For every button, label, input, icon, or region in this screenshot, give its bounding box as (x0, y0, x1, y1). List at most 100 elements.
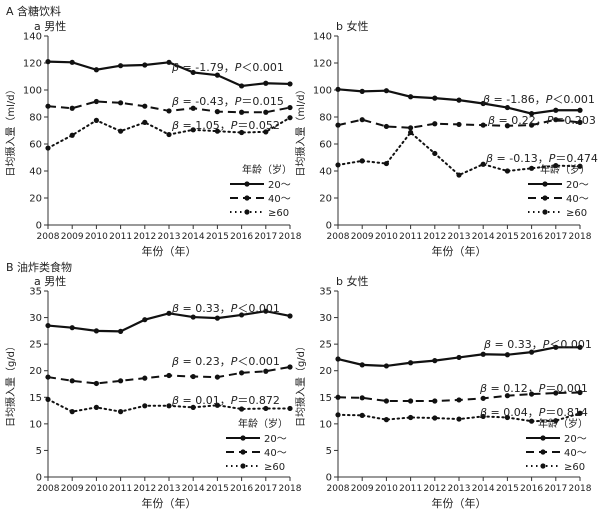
panel-b-b-annotation: β = 0.04，P＝0.814 (479, 406, 588, 419)
panel-a-a-legend-marker (244, 209, 250, 215)
panel-b-a-legend-label: ≥60 (264, 462, 285, 473)
panel-b-b-xtick-label: 2016 (520, 484, 543, 494)
panel-b-a-data-point (45, 322, 51, 329)
panel-a-a-legend-label: 20～ (268, 180, 291, 191)
panel-b-b-annotation: β = 0.12，P＝0.001 (479, 382, 588, 395)
panel-b-b-xtick-label: 2018 (569, 484, 592, 494)
panel-a-b-ytick-label: 140 (313, 32, 332, 43)
panel-a-a-data-point (166, 59, 172, 65)
panel-a-a-data-point (142, 62, 148, 68)
panel-a-a-xtick-label: 2012 (133, 232, 156, 242)
panel-a-b-xtick-label: 2018 (569, 232, 592, 242)
panel-b-b-xtick-label: 2017 (544, 484, 567, 494)
panel-b-b-data-point (529, 349, 535, 355)
panel-a-b-x-axis-label: 年份（年） (432, 244, 487, 258)
panel-a-b-data-point (553, 107, 559, 113)
panel-a-b-series-1 (335, 117, 583, 131)
panel-a-b-xtick-label: 2016 (520, 232, 543, 242)
panel-a-b-xtick-label: 2008 (327, 232, 350, 242)
panel-b-b-data-point (335, 412, 341, 418)
panel-b-b-xtick-label: 2012 (423, 484, 446, 494)
panel-a-b-xtick-label: 2009 (351, 232, 374, 242)
panel-b-b-series-1 (335, 389, 583, 404)
panel-b-a-ytick-label: 15 (29, 393, 42, 404)
panel-b-a-data-point (190, 314, 196, 320)
panel-a-a-data-point (190, 105, 196, 111)
panel-b-a-data-point (118, 328, 124, 334)
panel-a-b-xtick-label: 2010 (375, 232, 398, 242)
panel-b-a-xtick-label: 2010 (85, 484, 108, 494)
panel-b-b-data-point (480, 395, 486, 401)
panel-a-b-data-point (359, 158, 365, 164)
panel-a-b-ytick-label: 120 (313, 59, 332, 70)
panel-a-a-data-point (142, 119, 148, 125)
panel-a-b-xtick-label: 2012 (423, 232, 446, 242)
panel-a-a-ytick-label: 60 (29, 140, 42, 151)
panel-b-a-annotation: β = 0.01，P＝0.872 (171, 394, 280, 407)
panel-b-b-series-2 (335, 410, 583, 424)
panel-b-b-data-point (383, 417, 389, 423)
panel-a-a-ytick-label: 20 (29, 194, 42, 205)
panel-b-b-annotation: β = 0.33，P＜0.001 (483, 338, 592, 351)
panel-b-b-data-point (432, 415, 438, 421)
panel-a-b-data-point (335, 86, 341, 92)
panel-b-b-data-point (553, 390, 559, 396)
panel-b-b-data-point (432, 358, 438, 364)
panel-a-a-xtick-label: 2013 (158, 232, 181, 242)
panel-a-a-legend-title: 年龄（岁） (242, 163, 292, 176)
panel-b-a-data-point (142, 403, 148, 409)
panel-b-b-legend-label: 40～ (564, 448, 587, 459)
panel-b-a-data-point (142, 375, 148, 381)
panel-b-b-series-0 (335, 344, 583, 369)
panel-b-b-data-point (359, 395, 365, 401)
panel-a-a-data-point (263, 129, 269, 135)
panel-a-b-xtick-label: 2015 (496, 232, 519, 242)
panel-b-a-xtick-label: 2011 (109, 484, 132, 494)
panel-b-a-xtick-label: 2013 (158, 484, 181, 494)
panel-b-a-ytick-label: 0 (36, 473, 42, 484)
panel-a-a-data-point (118, 128, 124, 134)
panel-a-b-data-point (504, 104, 510, 111)
panel-a-a-data-point (166, 131, 172, 138)
panel-a-b-legend-label: 20～ (566, 180, 589, 191)
panel-a-b-data-point (577, 163, 583, 169)
panel-b-b-data-point (577, 410, 583, 416)
panel-a-a-legend: 年龄（岁） 20～ 40～ ≥60 (230, 163, 292, 219)
panel-a-b-annotation: β = -1.86，P＜0.001 (482, 93, 595, 106)
panel-a-a-ytick-label: 100 (23, 86, 42, 97)
panel-a-a-legend-label: 40～ (268, 194, 291, 205)
panel-a-b-data-point (432, 150, 438, 157)
panel-b-b-data-point (504, 414, 510, 421)
panel-a-a-series-2 (45, 115, 293, 151)
panel-a-b-data-point (335, 122, 341, 128)
panel-b-a-series-0 (45, 308, 293, 334)
panel-b-b-legend-marker (540, 435, 546, 441)
panel-b-b-subtitle: b 女性 (336, 274, 368, 288)
panel-b-b-data-point (577, 344, 583, 350)
panel-a-a-data-point (69, 132, 75, 138)
panel-a-a-data-point (142, 103, 148, 109)
panel-a-b-ytick-label: 40 (319, 167, 332, 178)
panel-b-b-data-point (383, 363, 389, 369)
panel-b-a-data-point (287, 313, 293, 319)
panel-a-b-data-point (480, 161, 486, 167)
panel-b-b-xtick-label: 2015 (496, 484, 519, 494)
panel-b-b-x-axis-label: 年份（年） (432, 496, 487, 510)
panel-a-a-data-point (45, 103, 51, 109)
panel-b-b-xtick-label: 2014 (472, 484, 495, 494)
panel-a-a-ytick-label: 120 (23, 59, 42, 70)
panel-a-a-legend-marker (244, 195, 250, 201)
panel-a-a-data-point (287, 104, 293, 111)
panel-b-a-annotation: β = 0.33，P＜0.001 (171, 302, 280, 315)
panel-b-a-data-point (69, 409, 75, 415)
panel-a-b-data-point (553, 163, 559, 169)
panel-b-b-data-point (359, 412, 365, 418)
panel-b-a-data-point (93, 404, 99, 410)
panel-a-b-data-point (577, 107, 583, 113)
panel-b-b-data-point (480, 351, 486, 357)
panel-b-a-data-point (214, 402, 220, 408)
panel-a-b-legend: 年龄（岁） 20～ 40～ ≥60 (528, 163, 590, 219)
